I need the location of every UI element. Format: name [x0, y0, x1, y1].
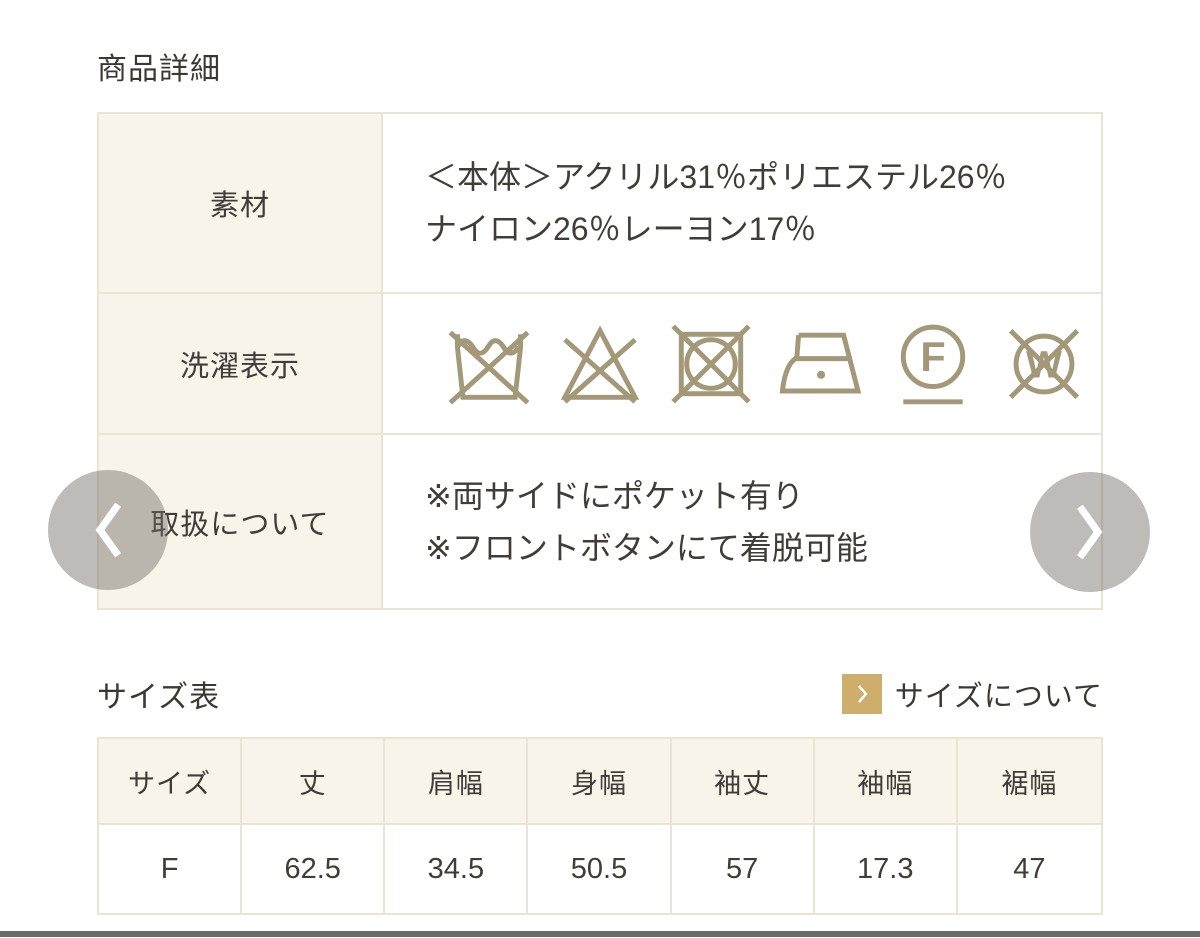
- size-cell-shoulder: 34.5: [385, 825, 529, 913]
- size-cell-size: F: [99, 825, 243, 913]
- product-details-title: 商品詳細: [97, 53, 221, 86]
- bottom-divider: [0, 931, 1200, 937]
- size-col-header-sleeve-width: 袖幅: [814, 739, 958, 825]
- handling-line-2: ※フロントボタンにて着脱可能: [425, 529, 868, 566]
- size-table-title: サイズ表: [97, 681, 221, 714]
- size-cell-sleeve-length: 57: [672, 825, 815, 913]
- size-cell-sleeve-width: 17.3: [815, 825, 958, 913]
- size-table: サイズ 丈 肩幅 身幅 袖丈 袖幅 裾幅 F 62.5 34.5 50.5 57…: [97, 737, 1103, 915]
- size-about-link-label: サイズについて: [894, 681, 1103, 713]
- table-row-care-symbols: 洗濯表示: [99, 292, 1101, 433]
- carousel-next-button[interactable]: [1030, 472, 1150, 592]
- size-about-link[interactable]: サイズについて: [841, 673, 1103, 715]
- do-not-wet-clean-icon: W: [1008, 328, 1079, 399]
- chevron-left-icon: [95, 502, 122, 558]
- carousel-prev-button[interactable]: [48, 470, 168, 590]
- size-cell-hem: 47: [1013, 852, 1046, 885]
- material-line-1: ＜本体＞アクリル31％ポリエステル26％: [425, 159, 1007, 195]
- svg-text:F: F: [920, 334, 945, 380]
- care-symbols-value: F W: [383, 294, 1101, 433]
- chevron-right-box-icon: [841, 674, 882, 714]
- size-col-header-size: サイズ: [99, 739, 243, 825]
- iron-low-heat-icon: [779, 332, 861, 393]
- size-col-header-length: 丈: [242, 739, 386, 825]
- material-value: ＜本体＞アクリル31％ポリエステル26％ ナイロン26％レーヨン17％: [383, 114, 1101, 292]
- size-section-header: サイズ表 サイズについて: [97, 672, 1103, 716]
- handling-line-1: ※両サイドにポケット有り: [425, 477, 804, 514]
- size-col-header-hem: 裾幅: [957, 739, 1101, 825]
- size-cell-body: 50.5: [528, 825, 672, 913]
- size-col-header-body: 身幅: [528, 739, 672, 825]
- size-cell-length: 62.5: [242, 825, 386, 913]
- do-not-wash-icon: [448, 330, 529, 405]
- product-details-table: 素材 ＜本体＞アクリル31％ポリエステル26％ ナイロン26％レーヨン17％ 洗…: [97, 112, 1103, 610]
- table-row-handling: 取扱について ※両サイドにポケット有り ※フロントボタンにて着脱可能: [99, 433, 1101, 608]
- chevron-right-icon: [1076, 504, 1103, 560]
- material-label: 素材: [99, 114, 383, 292]
- dry-clean-petroleum-gentle-icon: F: [900, 324, 965, 404]
- size-col-header-shoulder: 肩幅: [385, 739, 529, 825]
- handling-label: 取扱について: [99, 435, 383, 608]
- do-not-tumble-dry-icon: [670, 323, 751, 404]
- table-row-material: 素材 ＜本体＞アクリル31％ポリエステル26％ ナイロン26％レーヨン17％: [99, 114, 1101, 292]
- handling-value: ※両サイドにポケット有り ※フロントボタンにて着脱可能: [383, 435, 1101, 608]
- care-symbols-label: 洗濯表示: [99, 294, 383, 433]
- do-not-bleach-icon: [560, 324, 639, 404]
- size-col-header-sleeve-length: 袖丈: [671, 739, 815, 825]
- material-line-2: ナイロン26％レーヨン17％: [425, 211, 817, 247]
